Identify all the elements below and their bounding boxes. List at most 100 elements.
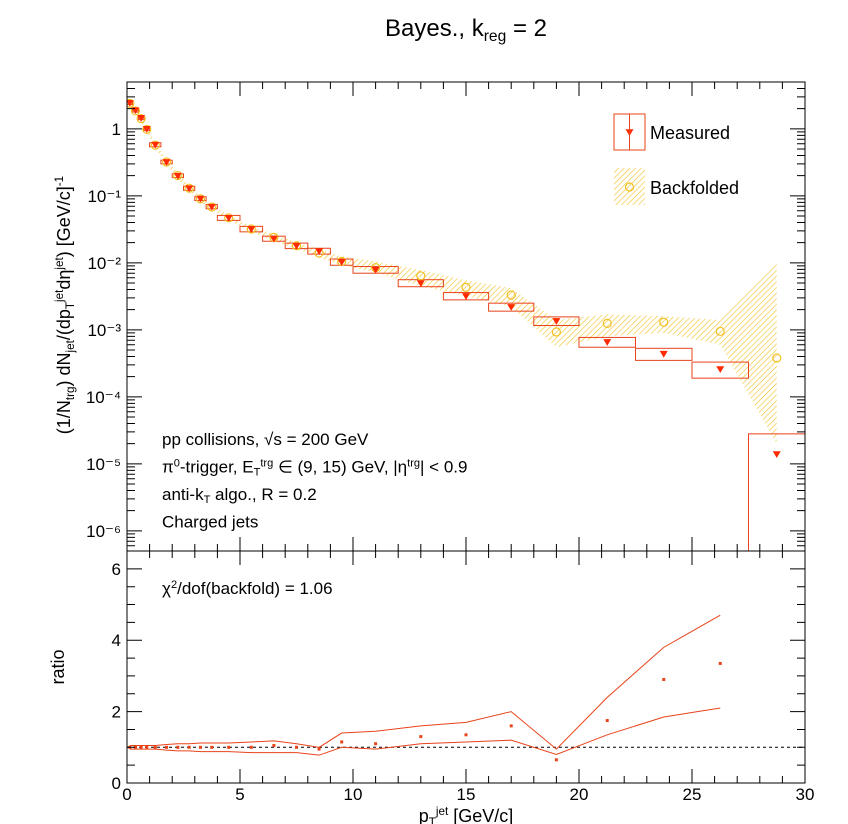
- ratio-upper-line: [129, 614, 721, 750]
- text-segment: T: [254, 467, 261, 479]
- annotation: π0-trigger, ETtrg ∈ (9, 15) GeV, |ηtrg| …: [162, 457, 467, 478]
- y-axis-label: (1/Ntrg) dNjet/(dpTjetdηjet) [GeV/c]-1: [53, 176, 76, 434]
- backfolded-marker: [130, 106, 141, 116]
- text-segment: T: [64, 302, 77, 309]
- legend-label: Backfolded: [650, 178, 739, 198]
- backfolded-marker: [195, 194, 206, 204]
- annotation: anti-kT algo., R = 0.2: [162, 485, 317, 506]
- y-tick-label: 10⁻⁵: [86, 455, 121, 474]
- text-segment: = 2: [506, 15, 547, 42]
- backfolded-marker: [416, 271, 426, 281]
- backfolded-marker: [207, 202, 217, 212]
- measured-marker: [292, 242, 301, 250]
- legend-label: Measured: [650, 123, 730, 143]
- measured-marker: [507, 304, 516, 311]
- backfolded-marker: [127, 98, 135, 108]
- measured-marker: [137, 115, 146, 122]
- annotation: pp collisions, √s = 200 GeV: [162, 430, 369, 449]
- text-segment: 2: [171, 579, 177, 591]
- text-segment: algo., R = 0.2: [210, 485, 316, 504]
- ratio-point: [176, 745, 180, 749]
- measured-marker: [151, 141, 160, 149]
- ratio-point: [295, 745, 298, 749]
- measured-marker: [247, 226, 256, 233]
- text-segment: jet: [64, 339, 77, 353]
- ratio-point: [227, 745, 231, 749]
- plot-area: [127, 98, 805, 551]
- measured-marker: [659, 350, 668, 358]
- error-box: [533, 316, 580, 327]
- error-box: [578, 336, 636, 348]
- x-tick-label: 15: [457, 785, 476, 804]
- y-tick-label: 10⁻⁶: [86, 522, 121, 541]
- x-tick-label: 20: [570, 785, 589, 804]
- measured-marker: [315, 248, 324, 256]
- backfolded-marker: [150, 140, 160, 150]
- text-segment: [GeV/c]: [448, 806, 513, 824]
- ratio-point: [145, 745, 149, 749]
- annotation: Charged jets: [162, 513, 258, 532]
- error-box: [488, 302, 535, 312]
- measured-marker: [224, 215, 233, 222]
- legend-marker: [624, 182, 635, 192]
- y-tick-label: 4: [112, 631, 121, 650]
- measured-marker: [552, 318, 561, 325]
- ratio-point: [509, 724, 513, 728]
- text-segment: ∈ (9, 15) GeV, |η: [273, 458, 407, 477]
- ratio-point: [198, 745, 202, 749]
- y-tick-label: 2: [112, 703, 121, 722]
- x-tick-label: 30: [796, 785, 815, 804]
- backfolded-marker: [602, 318, 612, 328]
- text-segment: trg: [407, 457, 420, 469]
- error-box: [691, 361, 749, 379]
- measured-marker: [416, 280, 425, 287]
- text-segment: T: [429, 816, 436, 824]
- text-segment: pp collisions, √s = 200 GeV: [162, 430, 369, 449]
- measured-marker: [142, 126, 151, 133]
- ratio-point: [605, 719, 609, 723]
- text-segment: (1/N: [54, 400, 74, 434]
- y-tick-label: 6: [112, 560, 121, 579]
- backfolded-marker: [715, 326, 725, 336]
- text-segment: jet: [53, 256, 66, 270]
- text-segment: -trigger, E: [180, 458, 254, 477]
- text-segment: trg: [64, 387, 77, 401]
- ratio-point: [718, 661, 722, 665]
- x-tick-label: 5: [235, 785, 244, 804]
- text-segment: /dof(backfold) = 1.06: [177, 579, 332, 598]
- text-segment: anti-k: [162, 485, 204, 504]
- error-box: [748, 433, 805, 551]
- measured-marker: [162, 159, 171, 166]
- measured-marker: [716, 366, 725, 374]
- y-tick-label: 10⁻³: [87, 321, 121, 340]
- error-box: [635, 347, 693, 361]
- ratio-point: [554, 758, 558, 762]
- chart-title: Bayes., kreg = 2: [385, 15, 547, 45]
- ratio-point: [662, 677, 666, 681]
- measured-marker: [371, 266, 380, 274]
- error-band: [129, 101, 777, 444]
- ratio-point: [317, 747, 321, 751]
- text-segment: ) [GeV/c]: [54, 186, 74, 257]
- ratio-point: [187, 745, 191, 749]
- backfolded-marker: [659, 317, 669, 327]
- text-segment: /(dp: [54, 309, 74, 340]
- y-tick-label: 10⁻¹: [87, 187, 121, 206]
- ratio-point: [464, 733, 468, 737]
- plot-frame: [126, 81, 806, 552]
- y-tick-label: 1: [112, 120, 121, 139]
- spectrum-panel: 1 10⁻¹ 10⁻² 10⁻³ 10⁻⁴ 10⁻⁵ 10⁻⁶ Measured Backfol…: [86, 81, 806, 552]
- ratio-lower-line: [129, 707, 721, 756]
- measured-marker: [772, 451, 781, 459]
- text-segment: p: [419, 806, 429, 824]
- backfolded-marker: [461, 282, 471, 292]
- legend-swatch: [614, 168, 645, 205]
- measured-marker: [207, 203, 216, 211]
- annotation: χ2/dof(backfold) = 1.06: [162, 579, 333, 598]
- ratio-point: [153, 745, 157, 749]
- ratio-point: [139, 745, 143, 749]
- measured-marker: [173, 172, 182, 180]
- x-axis-label: pTjet [GeV/c]: [419, 805, 514, 824]
